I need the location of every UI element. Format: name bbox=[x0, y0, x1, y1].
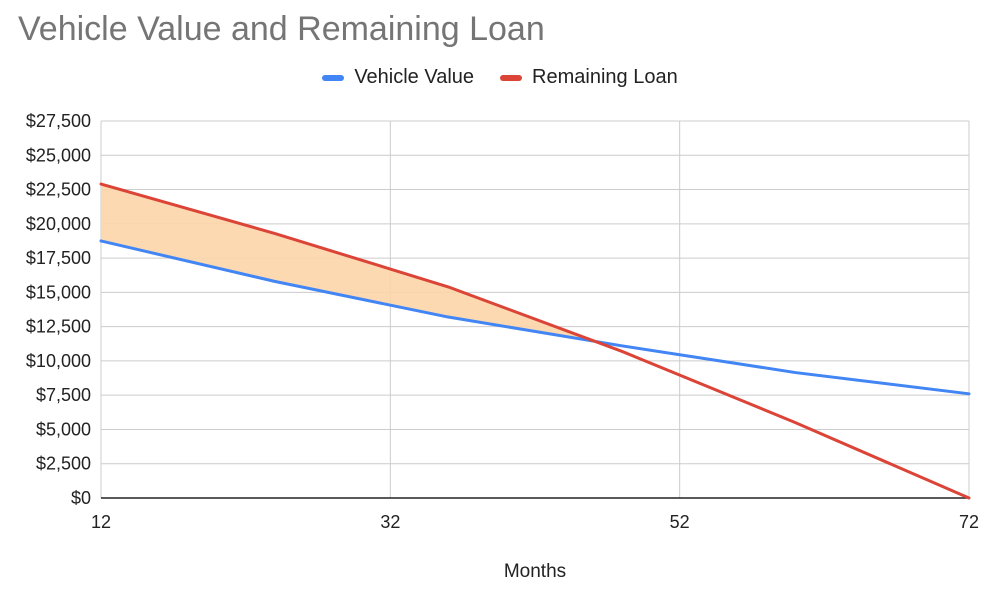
legend-swatch-remaining-loan bbox=[500, 74, 523, 81]
legend-item-vehicle-value[interactable]: Vehicle Value bbox=[322, 66, 474, 89]
y-tick-label: $15,000 bbox=[26, 282, 91, 302]
x-axis-label: Months bbox=[504, 561, 566, 582]
legend-item-remaining-loan[interactable]: Remaining Loan bbox=[500, 66, 678, 89]
y-tick-label: $25,000 bbox=[26, 145, 91, 165]
x-tick-label: 32 bbox=[380, 512, 400, 532]
y-tick-label: $12,500 bbox=[26, 317, 91, 337]
y-tick-label: $10,000 bbox=[26, 351, 91, 371]
series-line-vehicle-value bbox=[99, 239, 971, 396]
shaded-region bbox=[101, 184, 596, 342]
y-tick-label: $5,000 bbox=[36, 419, 91, 439]
x-tick-label: 12 bbox=[91, 512, 111, 532]
y-tick-label: $0 bbox=[71, 488, 91, 508]
chart-legend: Vehicle Value Remaining Loan bbox=[0, 66, 1000, 89]
legend-swatch-vehicle-value bbox=[322, 74, 345, 81]
y-tick-label: $17,500 bbox=[26, 248, 91, 268]
y-tick-label: $20,000 bbox=[26, 214, 91, 234]
chart-title: Vehicle Value and Remaining Loan bbox=[18, 10, 545, 48]
legend-label-remaining-loan: Remaining Loan bbox=[532, 66, 678, 88]
y-tick-label: $2,500 bbox=[36, 454, 91, 474]
y-tick-label: $22,500 bbox=[26, 180, 91, 200]
legend-label-vehicle-value: Vehicle Value bbox=[354, 66, 475, 88]
series-line-remaining-loan bbox=[99, 182, 971, 500]
x-tick-label: 52 bbox=[670, 512, 690, 532]
y-tick-label: $7,500 bbox=[36, 385, 91, 405]
x-tick-label: 72 bbox=[959, 512, 979, 532]
y-tick-label: $27,500 bbox=[26, 111, 91, 131]
